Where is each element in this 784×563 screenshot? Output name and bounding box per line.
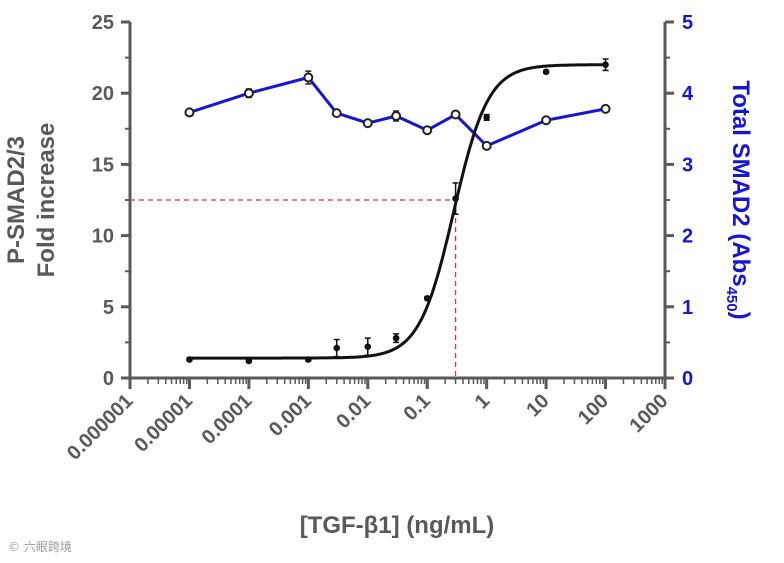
left-tick-label: 0 bbox=[103, 368, 114, 390]
x-axis-title: [TGF-β1] (ng/mL) bbox=[300, 512, 495, 539]
black-point bbox=[423, 294, 431, 302]
right-tick-label: 2 bbox=[682, 226, 693, 248]
p-smad-series bbox=[186, 58, 609, 365]
x-tick-label: 1000 bbox=[626, 390, 673, 437]
x-tick-label: 0.001 bbox=[265, 390, 316, 441]
black-point bbox=[392, 334, 400, 342]
blue-point bbox=[303, 72, 314, 83]
x-tick-label: 10 bbox=[522, 390, 553, 421]
right-axis-title: Total SMAD2 (Abs450) bbox=[723, 80, 754, 319]
x-tick-label: 1 bbox=[471, 390, 494, 413]
right-tick-label: 3 bbox=[682, 154, 693, 176]
blue-point bbox=[391, 110, 402, 121]
blue-point bbox=[541, 115, 552, 126]
reference-lines bbox=[130, 199, 457, 378]
left-tick-label: 15 bbox=[92, 154, 114, 176]
blue-point bbox=[600, 103, 611, 114]
x-tick-label: 0.01 bbox=[332, 390, 375, 433]
blue-point bbox=[481, 140, 492, 151]
black-point bbox=[305, 356, 312, 363]
x-tick-label: 100 bbox=[574, 390, 613, 429]
total-smad2-series bbox=[184, 70, 611, 151]
watermark: © 六眼跨境 bbox=[8, 540, 72, 554]
black-point bbox=[186, 356, 193, 363]
left-axis-title-line2: Fold increase bbox=[33, 123, 60, 278]
x-tick-label: 0.1 bbox=[400, 390, 435, 425]
blue-point bbox=[450, 109, 461, 120]
black-point bbox=[542, 68, 550, 76]
black-point bbox=[602, 61, 609, 69]
black-point bbox=[245, 357, 253, 365]
blue-point bbox=[362, 118, 373, 129]
left-axis-title: P-SMAD2/3 Fold increase bbox=[3, 123, 60, 278]
left-tick-label: 20 bbox=[92, 83, 114, 105]
axes bbox=[121, 20, 674, 389]
left-tick-label: 5 bbox=[103, 297, 114, 319]
right-tick-label: 5 bbox=[682, 12, 693, 34]
black-point bbox=[483, 114, 490, 121]
left-tick-label: 10 bbox=[92, 226, 114, 248]
right-tick-label: 4 bbox=[682, 83, 694, 105]
right-tick-label: 0 bbox=[682, 368, 693, 390]
blue-point bbox=[184, 107, 195, 118]
black-point bbox=[333, 344, 340, 352]
left-axis-title-line1: P-SMAD2/3 bbox=[3, 136, 30, 264]
right-axis-title-subscript: 450 bbox=[723, 287, 740, 312]
blue-point bbox=[243, 88, 254, 99]
x-tick-label: 0.000001 bbox=[63, 390, 138, 465]
right-axis-title-main: Total SMAD2 (Abs bbox=[727, 80, 754, 286]
x-tick-label: 0.0001 bbox=[198, 390, 257, 449]
right-axis-title-close: ) bbox=[727, 312, 754, 320]
black-point bbox=[452, 195, 459, 202]
blue-point bbox=[331, 108, 342, 119]
blue-point bbox=[422, 125, 433, 136]
fit-curve bbox=[189, 63, 606, 360]
black-point bbox=[364, 343, 372, 350]
right-tick-label: 1 bbox=[682, 297, 693, 319]
x-tick-label: 0.00001 bbox=[130, 390, 197, 457]
left-tick-label: 25 bbox=[92, 12, 114, 34]
